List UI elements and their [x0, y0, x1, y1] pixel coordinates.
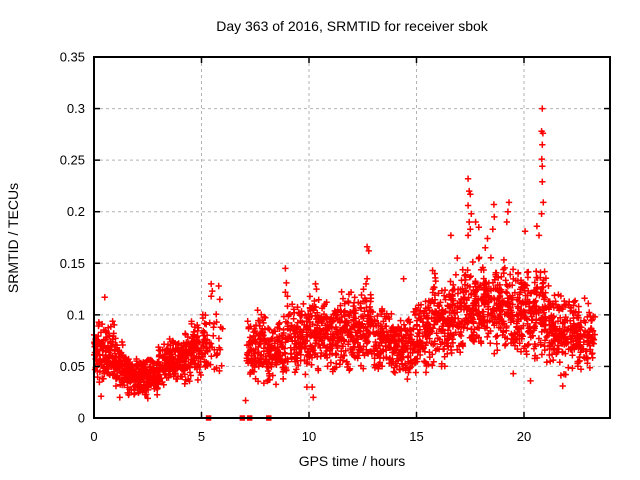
- y-tick-label: 0: [78, 411, 85, 426]
- plot-border: [93, 56, 611, 419]
- y-tick-label: 0.1: [67, 307, 85, 322]
- x-tick-label: 5: [198, 429, 205, 444]
- scatter-plus-markers: [91, 105, 599, 404]
- y-tick-label: 0.3: [67, 101, 85, 116]
- y-axis-label: SRMTID / TECUs: [5, 183, 21, 293]
- tick-label-layer: 0 0.05 0.1 0.15 0.2 0.25 0.3 0.35 0 5 10 15 20: [60, 50, 532, 445]
- y-tick-label: 0.35: [60, 50, 85, 65]
- x-axis-label: GPS time / hours: [299, 453, 406, 469]
- x-tick-label: 0: [90, 429, 97, 444]
- x-tick-label: 20: [517, 429, 531, 444]
- y-tick-label: 0.2: [67, 204, 85, 219]
- y-tick-label: 0.05: [60, 359, 85, 374]
- x-tick-label: 10: [302, 429, 316, 444]
- y-tick-label: 0.25: [60, 153, 85, 168]
- axis-layer: [93, 56, 611, 419]
- chart-title: Day 363 of 2016, SRMTID for receiver sbo…: [216, 18, 489, 34]
- grid-layer: [94, 57, 610, 418]
- y-tick-label: 0.15: [60, 256, 85, 271]
- x-tick-label: 15: [409, 429, 423, 444]
